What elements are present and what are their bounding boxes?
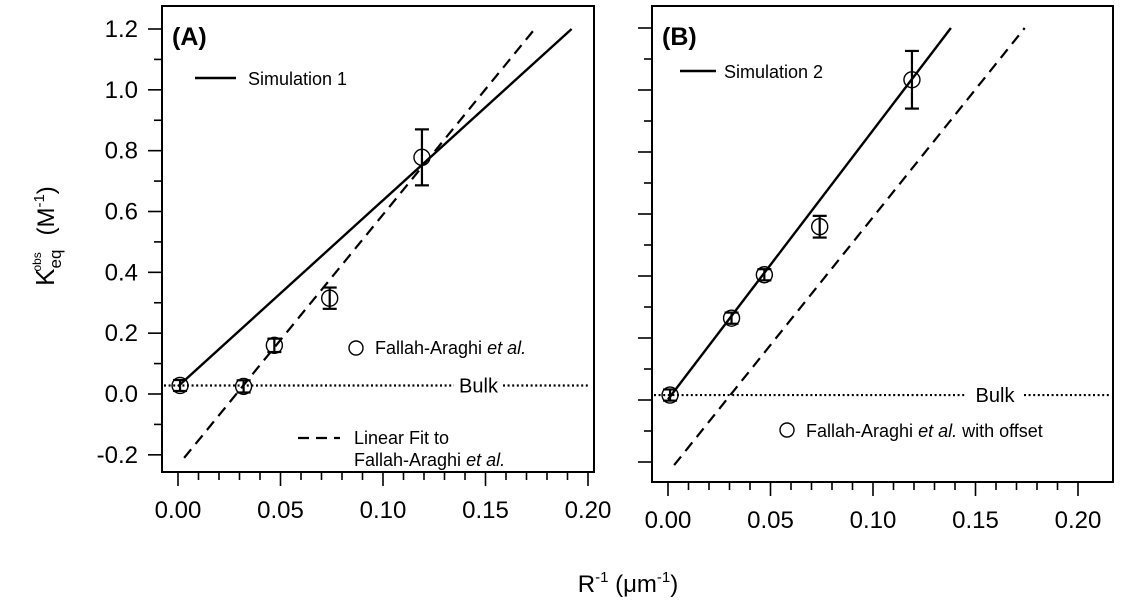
x-tick-label: 0.00 bbox=[155, 497, 202, 524]
panel-label: (B) bbox=[662, 23, 697, 51]
data-point bbox=[755, 266, 774, 284]
x-tick-label: 0.15 bbox=[462, 497, 509, 524]
legend-label: Simulation 2 bbox=[724, 62, 823, 82]
data-point bbox=[265, 336, 284, 355]
legend-label: Linear Fit to bbox=[354, 428, 449, 448]
y-axis-title: Keqobs (M-1) bbox=[30, 186, 65, 286]
legend-label: Fallah-Araghi et al. with offset bbox=[806, 421, 1043, 441]
legend-marker bbox=[779, 422, 795, 438]
x-tick-label: 0.20 bbox=[1055, 507, 1102, 534]
bulk-label: Bulk bbox=[459, 375, 499, 397]
y-tick-label: -0.2 bbox=[97, 442, 138, 469]
simulation-line bbox=[667, 27, 952, 401]
plot-frame bbox=[651, 5, 1114, 483]
plot-frame bbox=[161, 5, 595, 473]
y-tick-label: 0.4 bbox=[105, 259, 138, 286]
plot-area bbox=[171, 28, 573, 459]
linear-fit-line bbox=[673, 27, 1026, 466]
x-tick-label: 0.20 bbox=[565, 497, 612, 524]
y-tick-label: 1.0 bbox=[105, 77, 138, 104]
plot-area bbox=[661, 27, 1026, 466]
bulk-label: Bulk bbox=[976, 385, 1016, 407]
data-point bbox=[903, 71, 921, 89]
data-point bbox=[722, 309, 741, 327]
x-tick-label: 0.10 bbox=[360, 497, 407, 524]
x-tick-label: 0.15 bbox=[952, 507, 999, 534]
y-tick-label: 1.2 bbox=[105, 16, 138, 43]
panel-label: (A) bbox=[172, 23, 207, 51]
x-tick-label: 0.00 bbox=[645, 507, 692, 534]
panel-a: 0.00 0.05 0.10 0.15 0.20 -0.2 0.0 0.2 0.4 0.6 0.8 1… bbox=[97, 5, 612, 524]
y-tick-label: 0.0 bbox=[105, 381, 138, 408]
data-point bbox=[811, 218, 829, 236]
data-point bbox=[413, 148, 431, 167]
x-tick-label: 0.10 bbox=[850, 507, 897, 534]
x-tick-label: 0.05 bbox=[747, 507, 794, 534]
legend-label: Simulation 1 bbox=[248, 69, 347, 89]
x-axis-title: R-1 (μm-1) bbox=[578, 569, 679, 598]
panel-b: 0.00 0.05 0.10 0.15 0.20 Bulk (B) Simulation 2 F… bbox=[638, 5, 1114, 534]
simulation-line bbox=[177, 28, 573, 388]
data-point bbox=[321, 289, 339, 307]
legend-label: Fallah-Araghi et al. bbox=[375, 338, 526, 358]
y-tick-label: 0.8 bbox=[105, 138, 138, 165]
legend-marker bbox=[348, 340, 364, 356]
axis-titles: R-1 (μm-1) Keqobs (M-1) bbox=[30, 186, 678, 598]
legend-label: Fallah-Araghi et al. bbox=[354, 450, 505, 470]
x-tick-label: 0.05 bbox=[257, 497, 304, 524]
y-tick-label: 0.2 bbox=[105, 320, 138, 347]
y-tick-label: 0.6 bbox=[105, 199, 138, 226]
